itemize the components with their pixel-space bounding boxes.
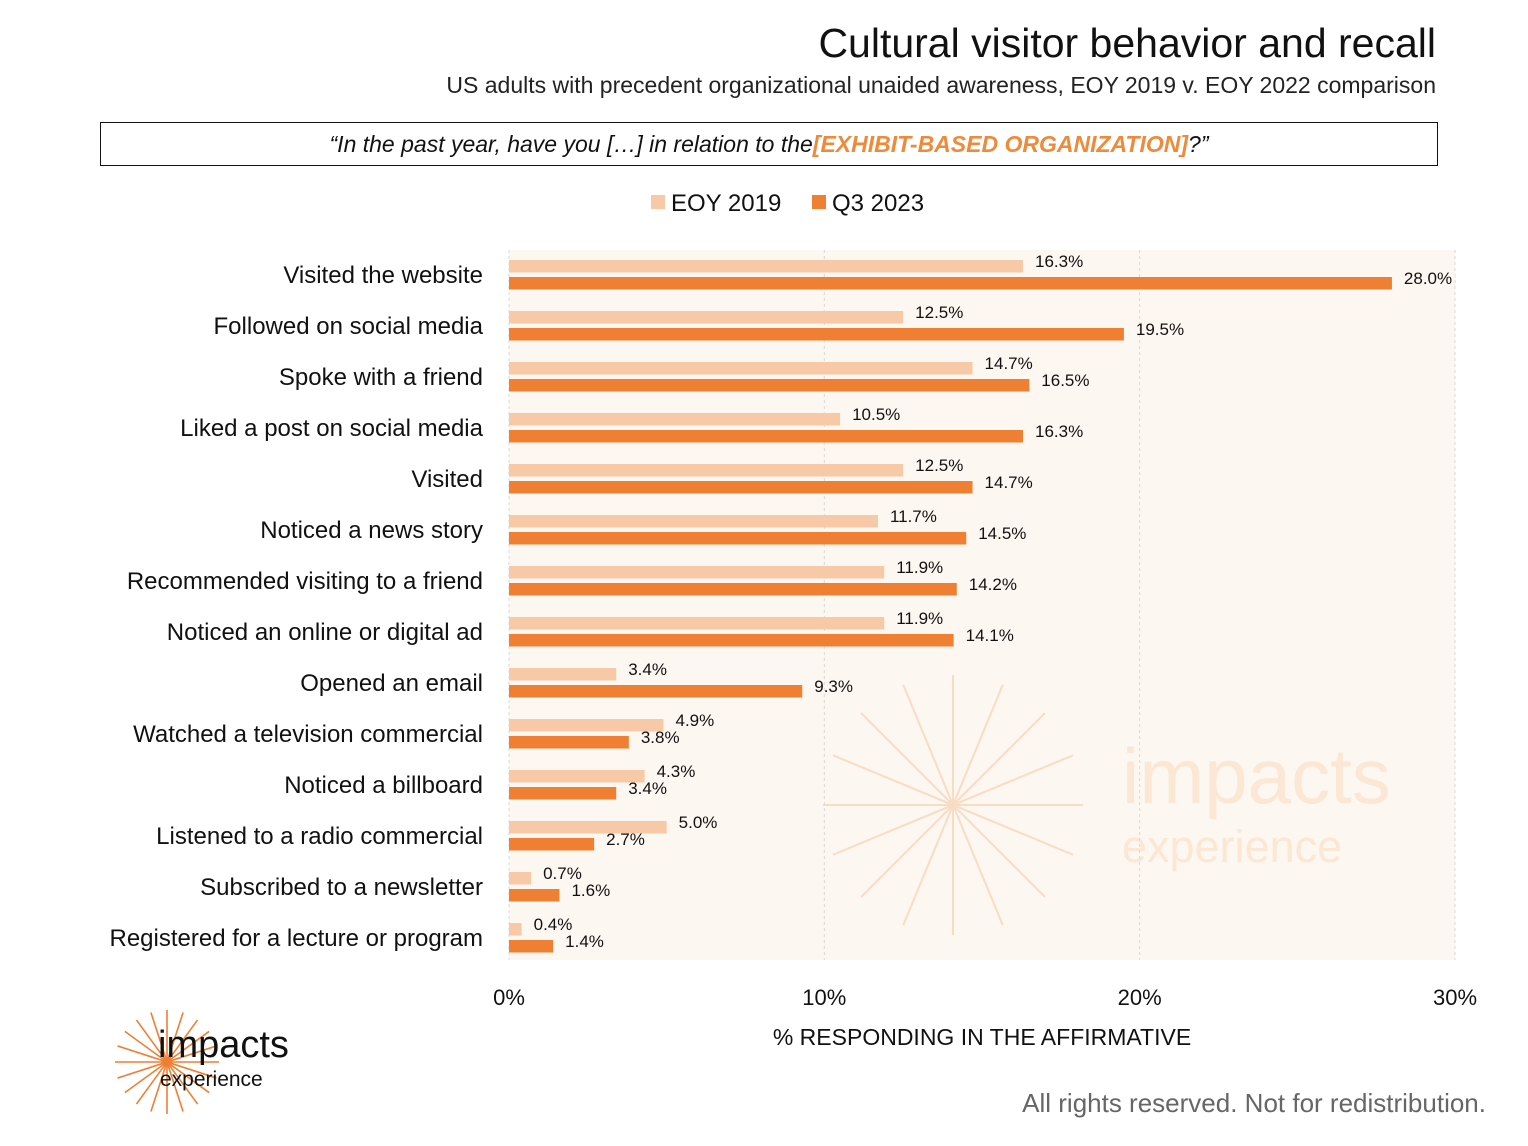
bar-q3-2023 xyxy=(509,379,1030,392)
bar-eoy-2019 xyxy=(509,770,645,783)
chart-subtitle: US adults with precedent organizational … xyxy=(446,72,1436,98)
data-label-eoy-2019: 0.7% xyxy=(543,864,582,883)
category-label: Visited the website xyxy=(283,262,483,289)
bar-eoy-2019 xyxy=(509,668,617,681)
data-label-q3-2023: 14.5% xyxy=(978,524,1026,543)
data-label-eoy-2019: 4.9% xyxy=(676,711,715,730)
category-label: Listened to a radio commercial xyxy=(156,823,483,850)
category-label: Liked a post on social media xyxy=(180,415,484,442)
data-label-eoy-2019: 11.9% xyxy=(896,558,943,577)
logo-ray xyxy=(117,1045,217,1079)
legend-label: Q3 2023 xyxy=(832,190,924,217)
chart-title: Cultural visitor behavior and recall xyxy=(818,20,1436,66)
bar-q3-2023 xyxy=(509,430,1023,443)
data-label-q3-2023: 3.8% xyxy=(641,728,680,747)
bar-q3-2023 xyxy=(509,532,967,545)
x-tick-label: 10% xyxy=(802,985,846,1010)
data-label-eoy-2019: 3.4% xyxy=(628,660,667,679)
watermark-ray xyxy=(832,754,1074,856)
data-label-q3-2023: 14.7% xyxy=(985,473,1033,492)
data-label-q3-2023: 1.6% xyxy=(571,881,610,900)
bar-q3-2023 xyxy=(509,940,554,953)
bar-q3-2023 xyxy=(509,583,957,596)
x-tick-label: 30% xyxy=(1433,985,1477,1010)
data-label-q3-2023: 14.1% xyxy=(966,626,1014,645)
category-label: Followed on social media xyxy=(214,313,484,340)
bar-eoy-2019 xyxy=(509,515,878,528)
bar-eoy-2019 xyxy=(509,872,532,885)
bar-eoy-2019 xyxy=(509,413,841,426)
question-text-start: “In the past year, have you […] in relat… xyxy=(329,130,813,157)
logo-wordmark: impacts xyxy=(158,1024,289,1066)
data-label-eoy-2019: 5.0% xyxy=(679,813,718,832)
bar-q3-2023 xyxy=(509,277,1392,290)
legend-swatch xyxy=(812,195,826,209)
data-label-eoy-2019: 0.4% xyxy=(534,915,573,934)
category-label: Noticed a billboard xyxy=(284,772,483,799)
bar-eoy-2019 xyxy=(509,923,522,936)
data-label-eoy-2019: 10.5% xyxy=(852,405,900,424)
question-text-end: ?” xyxy=(1188,130,1209,157)
category-label: Watched a television commercial xyxy=(133,721,483,748)
bar-eoy-2019 xyxy=(509,311,904,324)
x-tick-label: 0% xyxy=(493,985,525,1010)
bar-eoy-2019 xyxy=(509,362,973,375)
bar-eoy-2019 xyxy=(509,566,885,579)
data-label-q3-2023: 14.2% xyxy=(969,575,1017,594)
legend-swatch xyxy=(651,195,665,209)
bar-eoy-2019 xyxy=(509,821,667,834)
bar-q3-2023 xyxy=(509,328,1124,341)
watermark-sub: experience xyxy=(1122,821,1342,872)
bar-q3-2023 xyxy=(509,736,629,749)
category-label: Recommended visiting to a friend xyxy=(127,568,483,595)
bar-q3-2023 xyxy=(509,838,595,851)
data-label-eoy-2019: 14.7% xyxy=(985,354,1033,373)
category-label: Opened an email xyxy=(300,670,483,697)
category-label: Noticed an online or digital ad xyxy=(167,619,483,646)
legend-label: EOY 2019 xyxy=(671,190,781,217)
bar-q3-2023 xyxy=(509,685,803,698)
question-text-highlight: [EXHIBIT-BASED ORGANIZATION] xyxy=(812,130,1189,157)
bar-q3-2023 xyxy=(509,787,617,800)
bar-q3-2023 xyxy=(509,481,973,494)
survey-question-box: “In the past year, have you […] in relat… xyxy=(100,122,1438,166)
data-label-eoy-2019: 4.3% xyxy=(657,762,696,781)
data-label-q3-2023: 19.5% xyxy=(1136,320,1184,339)
logo-starburst-icon xyxy=(115,1010,219,1114)
bar-eoy-2019 xyxy=(509,617,885,630)
watermark-word: impacts xyxy=(1122,732,1391,820)
copyright-note: All rights reserved. Not for redistribut… xyxy=(1022,1088,1486,1118)
data-label-eoy-2019: 12.5% xyxy=(915,303,963,322)
x-axis-label: % RESPONDING IN THE AFFIRMATIVE xyxy=(773,1024,1191,1050)
data-label-q3-2023: 2.7% xyxy=(606,830,645,849)
data-label-q3-2023: 1.4% xyxy=(565,932,604,951)
category-label: Registered for a lecture or program xyxy=(110,925,484,952)
x-tick-label: 20% xyxy=(1118,985,1162,1010)
data-label-q3-2023: 16.5% xyxy=(1041,371,1089,390)
data-label-q3-2023: 9.3% xyxy=(814,677,853,696)
bar-q3-2023 xyxy=(509,634,954,647)
category-label: Noticed a news story xyxy=(260,517,483,544)
category-label: Subscribed to a newsletter xyxy=(200,874,483,901)
bar-eoy-2019 xyxy=(509,719,664,732)
bar-eoy-2019 xyxy=(509,260,1023,273)
bar-eoy-2019 xyxy=(509,464,904,477)
data-label-eoy-2019: 12.5% xyxy=(915,456,963,475)
data-label-eoy-2019: 16.3% xyxy=(1035,252,1083,271)
category-label: Spoke with a friend xyxy=(279,364,483,391)
data-label-eoy-2019: 11.7% xyxy=(890,507,937,526)
data-label-eoy-2019: 11.9% xyxy=(896,609,943,628)
data-label-q3-2023: 28.0% xyxy=(1404,269,1452,288)
data-label-q3-2023: 16.3% xyxy=(1035,422,1083,441)
data-label-q3-2023: 3.4% xyxy=(628,779,667,798)
category-label: Visited xyxy=(411,466,483,493)
bar-q3-2023 xyxy=(509,889,560,902)
logo-subtext: experience xyxy=(160,1068,263,1091)
